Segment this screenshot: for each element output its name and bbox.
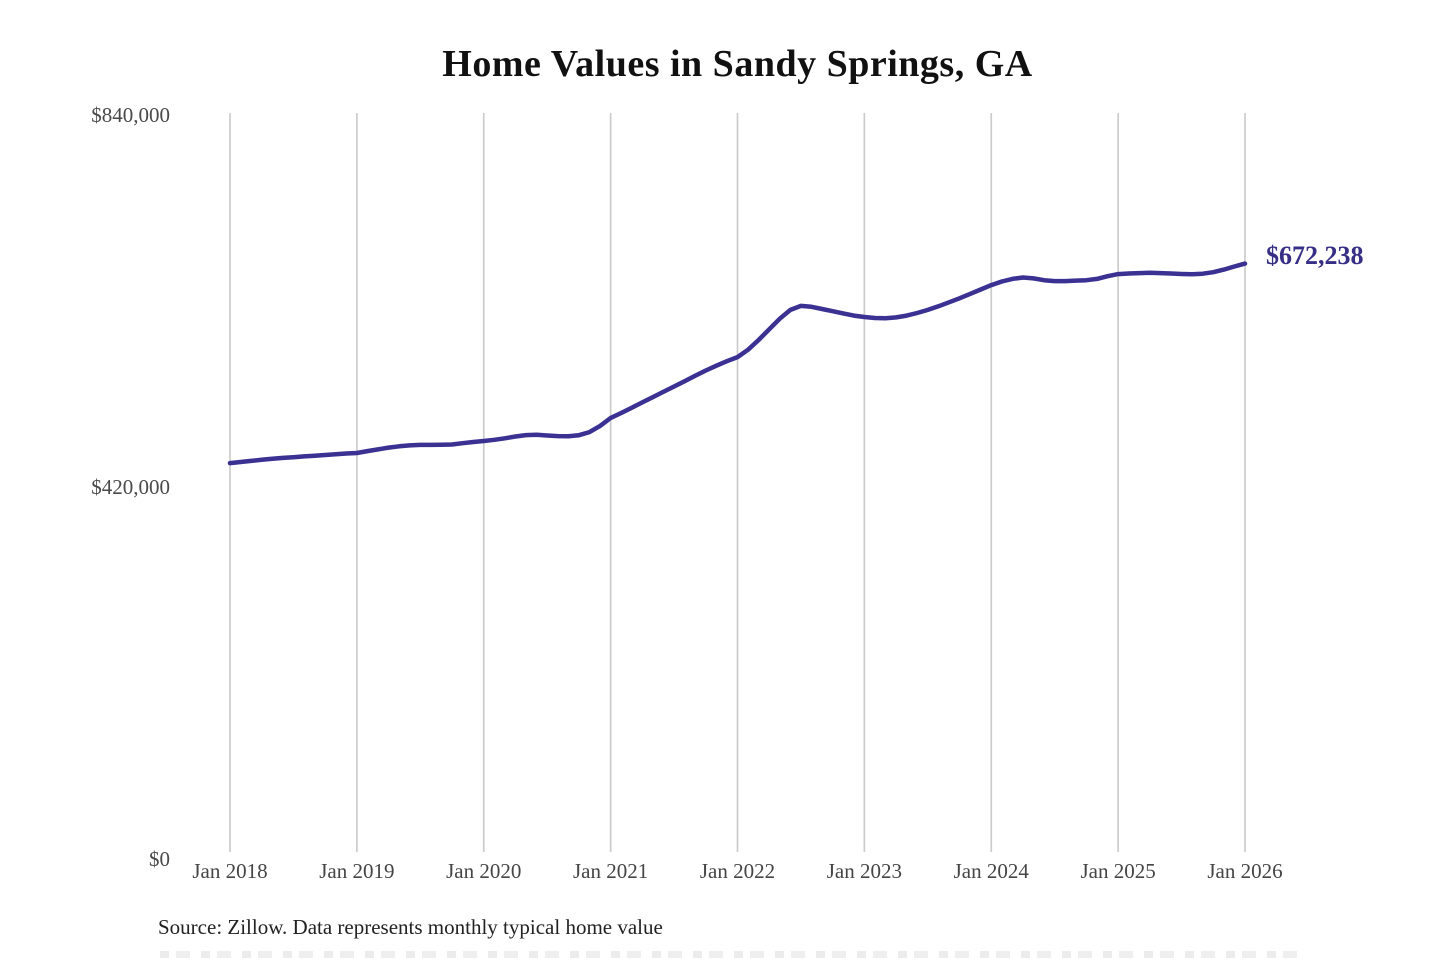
x-tick-label: Jan 2022: [699, 859, 776, 883]
y-tick-label: $420,000: [91, 475, 170, 499]
chart-title: Home Values in Sandy Springs, GA: [442, 43, 1033, 85]
x-tick-label: Jan 2019: [319, 859, 395, 883]
home-value-line: [227, 261, 1248, 466]
x-tick-label: Jan 2026: [1207, 859, 1283, 883]
x-tick-label: Jan 2020: [446, 859, 522, 883]
latest-value-label: $672,238: [1266, 241, 1364, 270]
x-tick-label: Jan 2025: [1080, 859, 1156, 883]
cropped-text-remnant: [160, 951, 1305, 958]
x-tick-label: Jan 2024: [953, 859, 1029, 883]
y-tick-label: $840,000: [91, 103, 170, 127]
x-tick-label: Jan 2021: [573, 859, 649, 883]
x-tick-label: Jan 2023: [826, 859, 902, 883]
x-tick-label: Jan 2018: [192, 859, 268, 883]
y-tick-label: $0: [149, 847, 170, 871]
source-note: Source: Zillow. Data represents monthly …: [158, 915, 663, 939]
